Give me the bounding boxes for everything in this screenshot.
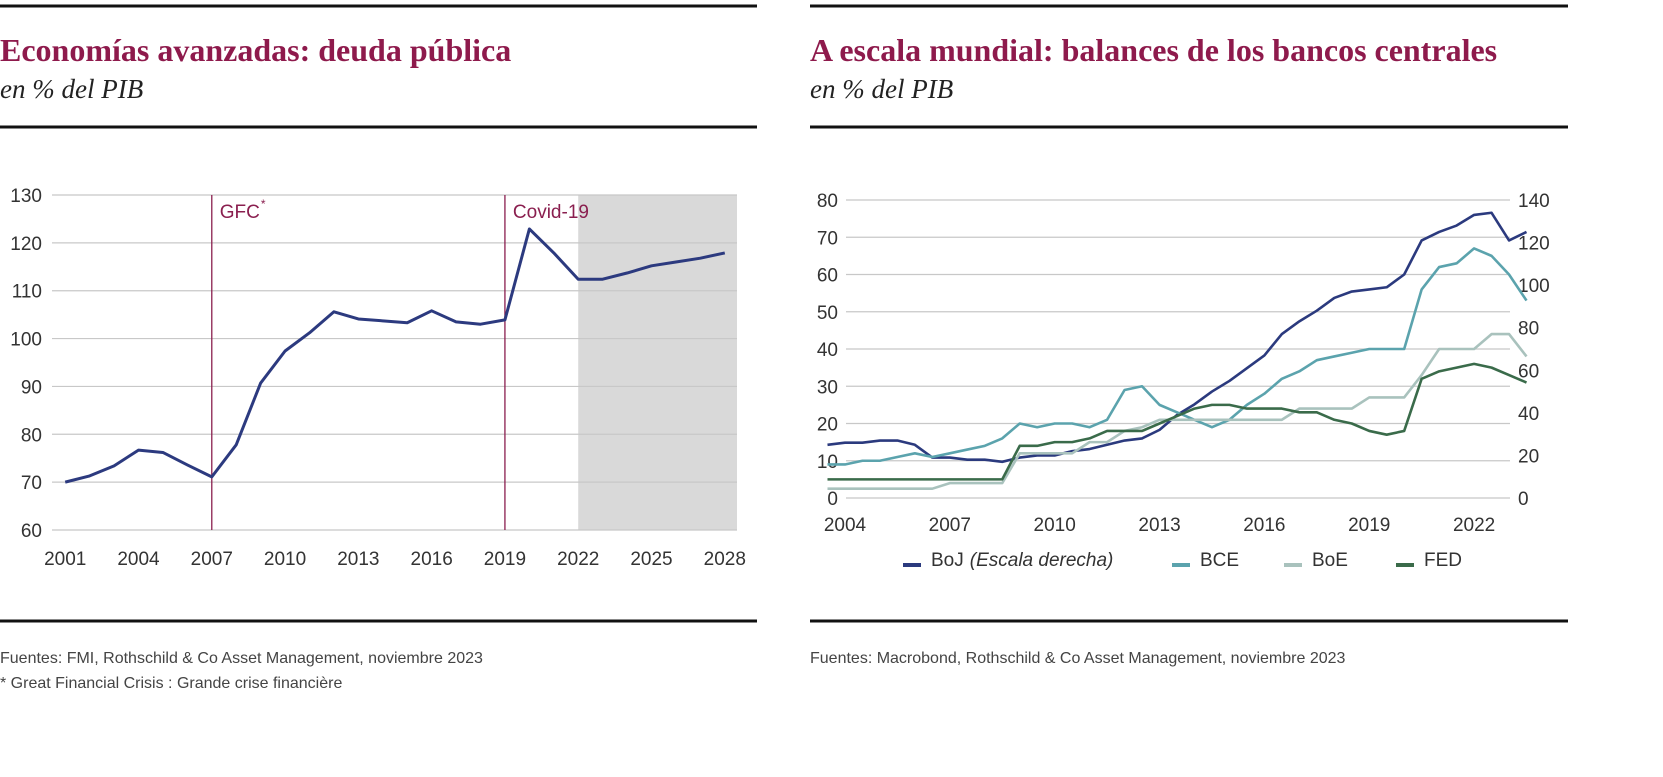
data-line xyxy=(827,362,1528,481)
x-tick-label: 2004 xyxy=(824,515,867,536)
y2-tick-label: 140 xyxy=(1518,191,1550,212)
x-tick-label: 2016 xyxy=(411,549,453,570)
y-tick-label: 120 xyxy=(10,234,42,255)
data-line xyxy=(827,247,1528,466)
x-tick-label: 2019 xyxy=(1348,515,1390,536)
y2-tick-label: 20 xyxy=(1518,446,1539,467)
y-tick-label: 10 xyxy=(817,452,838,473)
annotation-label: GFC xyxy=(220,202,260,223)
data-line xyxy=(827,332,1528,490)
legend-label: FED xyxy=(1424,550,1462,571)
y2-tick-label: 0 xyxy=(1518,489,1529,510)
y-tick-label: 90 xyxy=(21,377,42,398)
x-tick-label: 2022 xyxy=(557,549,599,570)
y-tick-label: 80 xyxy=(21,425,42,446)
chart-title: Economías avanzadas: deuda pública xyxy=(0,32,511,68)
y-tick-label: 70 xyxy=(817,228,838,249)
x-tick-label: 2013 xyxy=(1138,515,1180,536)
x-tick-label: 2004 xyxy=(117,549,160,570)
x-tick-label: 2013 xyxy=(337,549,379,570)
y-tick-label: 130 xyxy=(10,186,42,207)
x-tick-label: 2010 xyxy=(1034,515,1076,536)
annotation-superscript: * xyxy=(261,197,266,211)
x-tick-label: 2016 xyxy=(1243,515,1285,536)
y-tick-label: 0 xyxy=(827,489,838,510)
x-tick-label: 2007 xyxy=(191,549,233,570)
y-tick-label: 80 xyxy=(817,191,838,212)
y-tick-label: 110 xyxy=(12,282,42,303)
y-tick-label: 100 xyxy=(10,330,42,351)
legend-label: BoJ xyxy=(931,550,964,571)
y-tick-label: 40 xyxy=(817,340,838,361)
x-tick-label: 2010 xyxy=(264,549,306,570)
chart-subtitle: en % del PIB xyxy=(810,74,953,104)
x-tick-label: 2019 xyxy=(484,549,526,570)
source: Fuentes: Macrobond, Rothschild & Co Asse… xyxy=(810,650,1346,667)
y2-tick-label: 120 xyxy=(1518,234,1550,255)
legend-note: (Escala derecha) xyxy=(970,550,1114,571)
y-tick-label: 30 xyxy=(817,377,838,398)
forecast-shade xyxy=(578,195,737,530)
x-tick-label: 2007 xyxy=(929,515,971,536)
legend-label: BoE xyxy=(1312,550,1348,571)
legend-label: BCE xyxy=(1200,550,1239,571)
y-tick-label: 70 xyxy=(21,473,42,494)
x-tick-label: 2001 xyxy=(44,549,86,570)
annotation-label: Covid-19 xyxy=(513,202,589,223)
y-tick-label: 50 xyxy=(817,303,838,324)
x-tick-label: 2028 xyxy=(704,549,746,570)
chart-subtitle: en % del PIB xyxy=(0,74,143,104)
y2-tick-label: 60 xyxy=(1518,361,1539,382)
x-tick-label: 2022 xyxy=(1453,515,1495,536)
y-tick-label: 60 xyxy=(21,521,42,542)
y2-tick-label: 80 xyxy=(1518,319,1539,340)
footnote: * Great Financial Crisis : Grande crise … xyxy=(0,675,342,692)
data-line xyxy=(827,211,1528,464)
y2-tick-label: 100 xyxy=(1518,276,1550,297)
y2-tick-label: 40 xyxy=(1518,404,1539,425)
y-tick-label: 60 xyxy=(817,266,838,287)
data-line xyxy=(64,227,726,484)
x-tick-label: 2025 xyxy=(630,549,672,570)
chart-title: A escala mundial: balances de los bancos… xyxy=(810,32,1497,68)
y-tick-label: 20 xyxy=(817,415,838,436)
source: Fuentes: FMI, Rothschild & Co Asset Mana… xyxy=(0,650,483,667)
